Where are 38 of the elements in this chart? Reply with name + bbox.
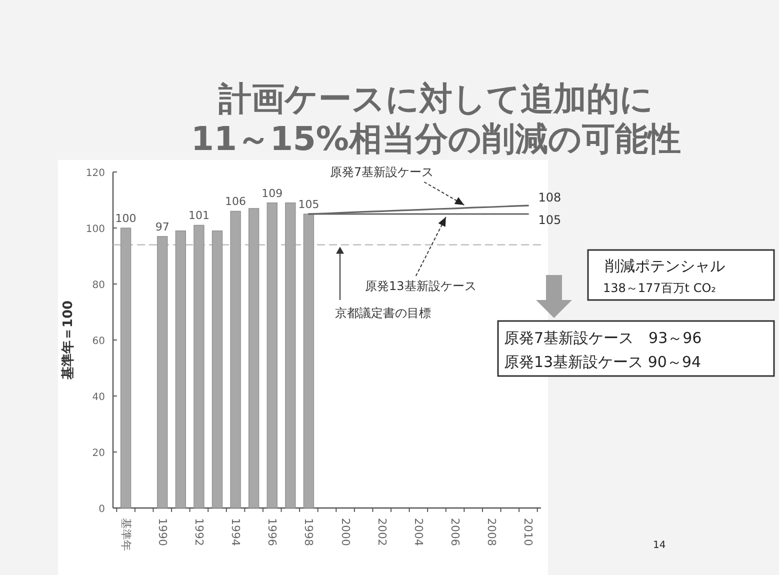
x-tick-label: 2008 xyxy=(485,518,498,546)
text: 原発7基新設ケース xyxy=(330,165,434,179)
annotation: 原発13基新設ケース 90～94 xyxy=(504,353,702,371)
title: 11～15%相当分の削減の可能性 xyxy=(191,119,681,158)
x-tick-label: 基準年 xyxy=(119,518,132,551)
y-tick-label: 60 xyxy=(92,336,105,347)
data-label: 105 xyxy=(538,213,562,227)
data-label: 105 xyxy=(298,198,320,211)
x-tick-label: 2006 xyxy=(448,518,462,546)
text: 削減ポテンシャル xyxy=(605,257,725,275)
x-tick-label: 2000 xyxy=(338,518,352,546)
data-label: 106 xyxy=(225,195,246,208)
x-tick-label: 2002 xyxy=(375,518,388,546)
x-tick-label: 2004 xyxy=(412,518,425,546)
x-tick-label: 1996 xyxy=(266,518,279,546)
title: 計画ケースに対して追加的に xyxy=(218,79,654,118)
x-tick-label: 1998 xyxy=(302,518,316,546)
text: 138～177百万t CO₂ xyxy=(603,281,716,295)
x-tick-label: 1992 xyxy=(192,518,206,546)
text: 14 xyxy=(653,540,666,551)
ref-line-label: 京都議定書の目標 xyxy=(335,306,431,320)
data-label: 108 xyxy=(538,190,562,205)
y-tick-label: 20 xyxy=(92,448,105,459)
y-tick-label: 40 xyxy=(92,392,105,403)
y-tick-label: 80 xyxy=(92,280,105,291)
y-tick-label: 0 xyxy=(98,504,105,515)
x-tick-label: 1994 xyxy=(229,518,242,546)
data-label: 100 xyxy=(115,212,136,225)
data-label: 109 xyxy=(262,186,283,200)
data-label: 97 xyxy=(155,220,170,234)
text: 原発13基新設ケース xyxy=(365,279,476,293)
annotation: 原発7基新設ケース 93～96 xyxy=(504,329,702,347)
y-axis-title: 基準年＝100 xyxy=(61,300,76,381)
x-tick-label: 2010 xyxy=(522,518,535,546)
y-tick-label: 100 xyxy=(86,224,105,235)
data-label: 101 xyxy=(188,209,210,222)
y-tick-label: 120 xyxy=(86,168,105,179)
x-tick-label: 1990 xyxy=(156,518,169,546)
